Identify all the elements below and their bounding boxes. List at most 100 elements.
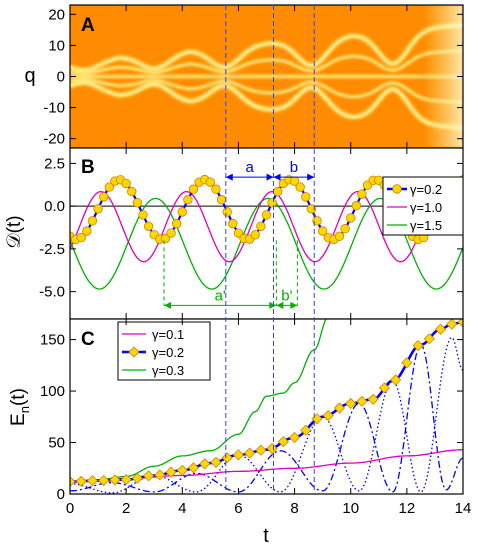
- annotation-arrowhead: [290, 301, 298, 309]
- y-tick-label: -10: [43, 100, 65, 117]
- data-point: [334, 231, 345, 242]
- x-tick-label: 2: [122, 500, 130, 517]
- data-point: [76, 232, 86, 243]
- panel-c-ylabel-sub: n: [17, 406, 32, 413]
- data-point: [351, 201, 362, 211]
- data-point: [86, 475, 99, 487]
- y-tick-label: -5.0: [39, 284, 65, 301]
- series-line: [70, 343, 463, 493]
- data-point: [340, 224, 350, 234]
- data-point: [356, 395, 368, 407]
- panel-b-ticks: 2.5 0.0 -2.5 -5.0: [39, 155, 463, 301]
- legend-c-label-3: γ=0.3: [152, 363, 184, 378]
- data-point: [222, 207, 232, 217]
- x-tick-label: 12: [399, 500, 416, 517]
- panel-c-ylabel-main: E: [8, 413, 29, 426]
- heatmap-fringe-glow: [70, 79, 463, 132]
- panel-a-ylabel: q: [24, 65, 35, 87]
- data-point: [70, 476, 76, 488]
- data-point: [188, 184, 199, 194]
- legend-b-label-3: γ=1.5: [410, 218, 442, 233]
- data-point: [390, 374, 402, 386]
- data-point: [154, 469, 166, 481]
- data-point: [317, 226, 328, 236]
- data-point: [166, 228, 176, 238]
- x-axis-title: t: [263, 525, 269, 547]
- data-point: [255, 444, 267, 456]
- data-point: [401, 357, 413, 369]
- data-point: [273, 186, 283, 197]
- data-point: [177, 207, 187, 217]
- data-point: [93, 204, 103, 214]
- y-tick-label: 0.0: [44, 198, 65, 215]
- data-point: [289, 431, 301, 443]
- series-line: [70, 190, 463, 263]
- data-point: [357, 189, 367, 199]
- data-point: [127, 186, 137, 197]
- panel-c-ylabel-suffix: (t): [8, 388, 29, 406]
- annotation-label: b: [290, 159, 298, 176]
- data-point: [233, 228, 244, 238]
- data-point: [171, 218, 182, 229]
- data-point: [256, 221, 266, 231]
- y-tick-label: 20: [48, 6, 65, 23]
- data-point: [301, 192, 311, 202]
- data-point: [446, 319, 458, 330]
- data-point: [160, 233, 171, 244]
- data-point: [232, 449, 244, 461]
- data-point: [143, 221, 154, 231]
- annotation-arrowhead: [276, 301, 284, 309]
- panel-b-letter: B: [81, 157, 95, 178]
- legend-b-label-2: γ=1.0: [410, 200, 442, 215]
- y-tick-label: -2.5: [39, 241, 65, 258]
- data-point: [121, 178, 131, 189]
- panel-a-ticks: 20 10 0 -10 -20: [43, 6, 463, 148]
- panel-b-legend: γ=0.2 γ=1.0 γ=1.5: [382, 176, 464, 236]
- data-point: [210, 456, 222, 468]
- y-tick-label: 0: [57, 486, 65, 503]
- data-point: [187, 462, 200, 474]
- legend-c-label-2: γ=0.2: [152, 345, 184, 360]
- data-point: [457, 319, 463, 328]
- panel-a: 20 10 0 -10 -20 A q: [24, 4, 464, 149]
- legend-b-label-1: γ=0.2: [410, 182, 442, 197]
- data-point: [109, 474, 121, 486]
- data-point: [199, 458, 211, 470]
- data-point: [221, 452, 233, 464]
- heatmap-fringe-glow: [70, 21, 463, 74]
- data-point: [300, 424, 312, 436]
- x-tick-label: 6: [234, 500, 242, 517]
- data-point: [261, 210, 272, 220]
- data-point: [98, 192, 109, 202]
- data-point: [216, 195, 227, 205]
- panel-c-frame: [69, 318, 464, 495]
- data-point: [205, 177, 216, 187]
- y-tick-label: 50: [48, 435, 65, 452]
- data-point: [211, 184, 221, 194]
- data-point: [346, 213, 356, 223]
- panel-b: a b a' b' 2.5 0.0 -2.5 -5.0 B 𝒟(t) γ=0.2 γ=1.0…: [4, 147, 464, 320]
- data-point: [183, 195, 193, 205]
- x-axis: 0 2 4 6 8 10 12 14: [66, 5, 471, 517]
- data-point: [132, 197, 143, 208]
- data-point: [104, 182, 115, 192]
- panel-c-letter: C: [81, 329, 95, 350]
- data-point: [165, 466, 177, 478]
- data-point: [138, 210, 148, 220]
- data-point: [367, 393, 379, 405]
- legend-c-marker-2: [128, 346, 140, 358]
- annotation-label: a: [245, 159, 254, 176]
- panel-b-annotations: a b a' b': [163, 159, 315, 309]
- y-tick-label: 100: [40, 383, 65, 400]
- data-point: [82, 226, 92, 236]
- legend-c-label-1: γ=0.1: [152, 327, 184, 342]
- annotation-label: b': [281, 287, 292, 304]
- panel-c: 150 100 50 0 C En(t) γ=0.1 γ=0.2 γ=0.3: [8, 318, 464, 503]
- x-tick-label: 8: [290, 500, 298, 517]
- data-point: [412, 340, 424, 352]
- vertical-guide-lines: [225, 5, 315, 494]
- data-point: [98, 474, 110, 487]
- panel-a-letter: A: [81, 15, 95, 36]
- data-point: [244, 447, 256, 459]
